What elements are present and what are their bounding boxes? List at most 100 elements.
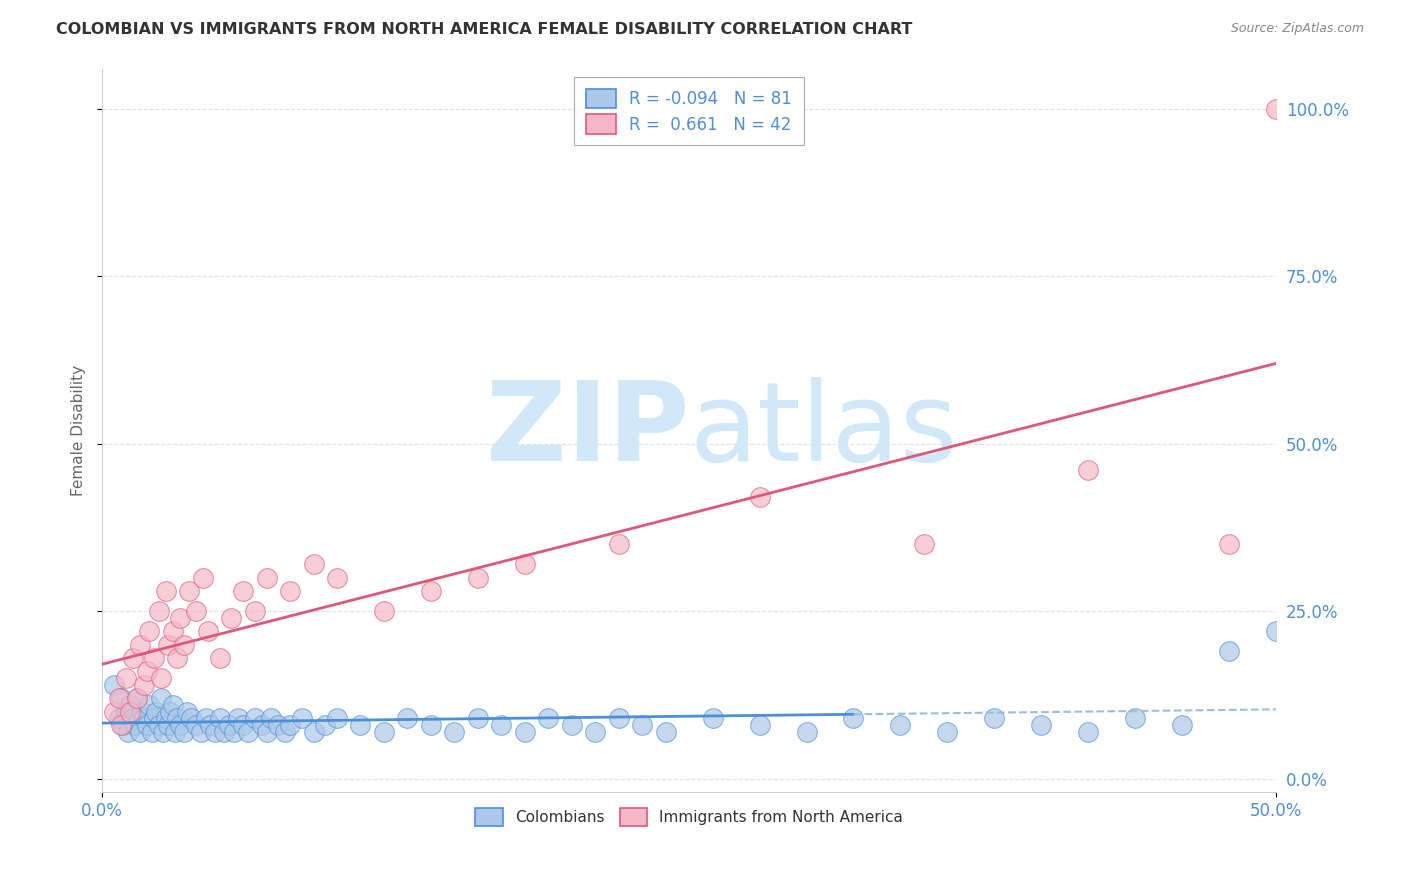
Point — [748, 490, 770, 504]
Point — [114, 705, 136, 719]
Point — [135, 718, 157, 732]
Point — [349, 718, 371, 732]
Point — [396, 711, 419, 725]
Point — [243, 711, 266, 725]
Point — [373, 724, 395, 739]
Point — [228, 711, 250, 725]
Point — [191, 571, 214, 585]
Point — [180, 711, 202, 725]
Point — [200, 718, 222, 732]
Point — [148, 604, 170, 618]
Point — [169, 611, 191, 625]
Point — [208, 711, 231, 725]
Point — [184, 604, 207, 618]
Point — [194, 711, 217, 725]
Point — [443, 724, 465, 739]
Point — [177, 584, 200, 599]
Point — [190, 724, 212, 739]
Point — [491, 718, 513, 732]
Point — [159, 705, 181, 719]
Point — [796, 724, 818, 739]
Point — [1265, 624, 1288, 639]
Point — [103, 705, 125, 719]
Point — [936, 724, 959, 739]
Point — [983, 711, 1005, 725]
Point — [222, 724, 245, 739]
Point — [148, 718, 170, 732]
Point — [218, 718, 240, 732]
Point — [1123, 711, 1146, 725]
Point — [419, 718, 441, 732]
Point — [169, 718, 191, 732]
Point — [607, 537, 630, 551]
Point — [121, 711, 143, 725]
Point — [1218, 537, 1240, 551]
Point — [155, 711, 177, 725]
Point — [142, 651, 165, 665]
Text: COLOMBIAN VS IMMIGRANTS FROM NORTH AMERICA FEMALE DISABILITY CORRELATION CHART: COLOMBIAN VS IMMIGRANTS FROM NORTH AMERI… — [56, 22, 912, 37]
Point — [163, 724, 186, 739]
Point — [176, 705, 198, 719]
Point — [155, 584, 177, 599]
Point — [561, 718, 583, 732]
Point — [748, 718, 770, 732]
Point — [236, 724, 259, 739]
Point — [702, 711, 724, 725]
Point — [467, 711, 489, 725]
Point — [107, 691, 129, 706]
Point — [131, 705, 153, 719]
Point — [128, 638, 150, 652]
Point — [127, 691, 149, 706]
Point — [117, 724, 139, 739]
Point — [256, 724, 278, 739]
Point — [232, 718, 254, 732]
Point — [142, 711, 165, 725]
Point — [134, 678, 156, 692]
Point — [173, 724, 195, 739]
Point — [1265, 102, 1288, 116]
Point — [654, 724, 676, 739]
Point — [513, 724, 536, 739]
Point — [513, 558, 536, 572]
Point — [302, 724, 325, 739]
Point — [232, 584, 254, 599]
Point — [1218, 644, 1240, 658]
Point — [121, 651, 143, 665]
Point — [260, 711, 283, 725]
Point — [1077, 724, 1099, 739]
Point — [141, 724, 163, 739]
Point — [250, 718, 273, 732]
Point — [631, 718, 654, 732]
Point — [114, 671, 136, 685]
Point — [256, 571, 278, 585]
Point — [166, 651, 188, 665]
Point — [149, 691, 172, 706]
Point — [537, 711, 560, 725]
Point — [243, 604, 266, 618]
Point — [110, 691, 132, 706]
Point — [326, 571, 349, 585]
Text: atlas: atlas — [689, 376, 957, 483]
Point — [278, 584, 301, 599]
Point — [842, 711, 865, 725]
Point — [214, 724, 236, 739]
Point — [134, 711, 156, 725]
Point — [149, 671, 172, 685]
Point — [166, 711, 188, 725]
Point — [221, 611, 243, 625]
Point — [184, 718, 207, 732]
Point — [373, 604, 395, 618]
Point — [162, 624, 184, 639]
Point — [173, 638, 195, 652]
Point — [1077, 463, 1099, 477]
Point — [274, 724, 297, 739]
Point — [267, 718, 290, 732]
Point — [110, 718, 132, 732]
Point — [889, 718, 911, 732]
Point — [197, 624, 219, 639]
Point — [583, 724, 606, 739]
Point — [208, 651, 231, 665]
Legend: Colombians, Immigrants from North America: Colombians, Immigrants from North Americ… — [465, 799, 912, 835]
Point — [145, 705, 167, 719]
Point — [135, 665, 157, 679]
